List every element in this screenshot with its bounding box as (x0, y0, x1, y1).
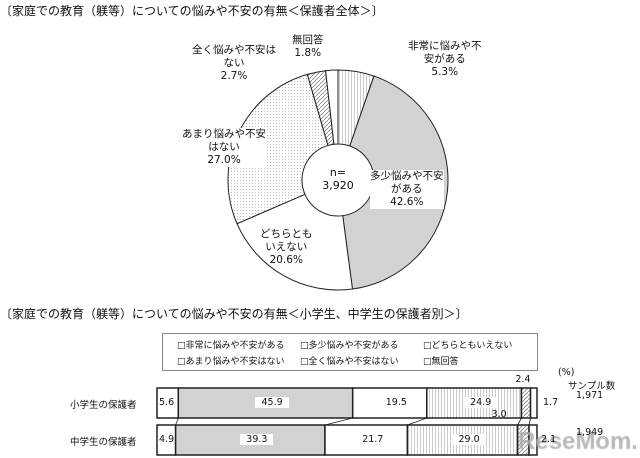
pie-slice-label: あまり悩みや不安 はない 27.0% (182, 128, 266, 167)
legend-item: □あまり悩みや不安はない (177, 357, 285, 367)
connector-line (407, 417, 427, 426)
bar-value-label: 2.1 (541, 434, 557, 445)
pie-center-label: n= 3,920 (322, 166, 354, 192)
bar-category-label: 中学生の保護者 (70, 437, 137, 448)
pie-slice (236, 193, 354, 291)
bar-value-label: 3.0 (491, 409, 507, 420)
bar-value-label: 45.9 (255, 397, 289, 408)
bar-segment (520, 387, 532, 419)
pie-slice (325, 69, 339, 145)
bar-value-label: 24.9 (464, 397, 498, 408)
bar-value-label: 21.7 (356, 434, 390, 445)
bar-value-label: 29.0 (452, 434, 486, 445)
sample-header: サンプル数 (568, 381, 616, 392)
bar-value-label: 19.5 (379, 397, 413, 408)
bar-segment (177, 387, 354, 419)
unit-label: (%) (558, 367, 575, 378)
pie-slice-label: どちらとも いえない 20.6% (260, 228, 313, 266)
bar-value-label: 2.4 (515, 374, 531, 385)
bar-category-label: 小学生の保護者 (70, 400, 137, 411)
sample-count: 1,971 (576, 390, 604, 401)
bar-value-label: 1.7 (543, 397, 559, 408)
bar-segment (324, 424, 409, 456)
pie-slice-label: 多少悩みや不安 がある 42.6% (370, 170, 444, 209)
bar-value-label: 39.3 (240, 434, 274, 445)
pie-slice-label: 全く悩みや不安は ない 2.7% (192, 44, 276, 82)
connector-line (175, 417, 179, 426)
legend-item: □無回答 (423, 357, 459, 367)
bar-value-label: 4.9 (159, 434, 175, 445)
legend-item: □全く悩みや不安はない (300, 357, 399, 367)
pie-slice-label: 無回答 1.8% (292, 34, 324, 59)
bar-segment (516, 424, 530, 456)
bar-value-label: 5.6 (159, 397, 175, 408)
legend-item: □どちらともいえない (423, 341, 513, 351)
connector-line (528, 417, 531, 426)
bar-title: 〔家庭での教育（躾等）についての悩みや不安の有無＜小学生、中学生の保護者別＞〕 (0, 307, 468, 321)
legend: □非常に悩みや不安がある □多少悩みや不安がある □どちらともいえない □あまり… (162, 333, 538, 371)
connector-line (517, 417, 522, 426)
bar-segment (528, 424, 538, 456)
pie-title: 〔家庭での教育（躾等）についての悩みや不安の有無＜保護者全体＞〕 (0, 4, 384, 18)
bar-segment (529, 387, 538, 419)
connector-line (324, 417, 353, 426)
legend-item: □多少悩みや不安がある (300, 341, 399, 351)
legend-item: □非常に悩みや不安がある (177, 341, 285, 351)
pie-slice (227, 73, 329, 225)
sample-count: 1,949 (576, 427, 604, 438)
pie-slice-label: 非常に悩みや不 安がある 5.3% (408, 40, 482, 78)
